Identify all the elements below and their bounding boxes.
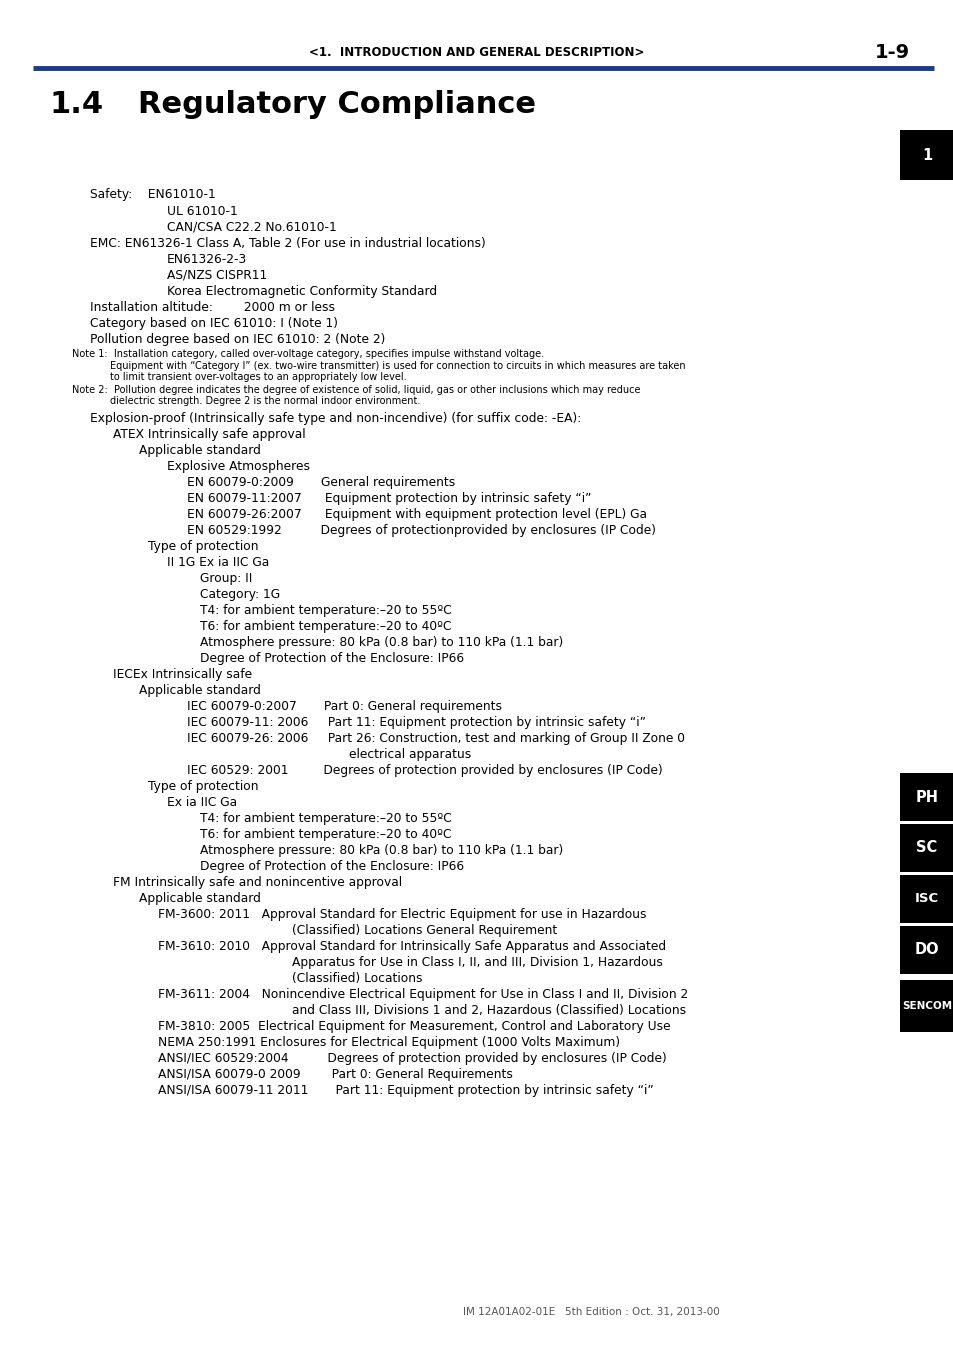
Text: (Classified) Locations General Requirement: (Classified) Locations General Requireme… (292, 923, 557, 937)
Text: Applicable standard: Applicable standard (139, 444, 260, 458)
Text: EMC: EN61326-1 Class A, Table 2 (For use in industrial locations): EMC: EN61326-1 Class A, Table 2 (For use… (90, 238, 485, 250)
Text: Category: 1G: Category: 1G (200, 589, 280, 601)
Text: IEC 60079-0:2007       Part 0: General requirements: IEC 60079-0:2007 Part 0: General require… (187, 701, 501, 713)
Text: ATEX Intrinsically safe approval: ATEX Intrinsically safe approval (112, 428, 305, 441)
Text: Atmosphere pressure: 80 kPa (0.8 bar) to 110 kPa (1.1 bar): Atmosphere pressure: 80 kPa (0.8 bar) to… (200, 844, 562, 857)
Text: SC: SC (916, 841, 937, 856)
Text: <1.  INTRODUCTION AND GENERAL DESCRIPTION>: <1. INTRODUCTION AND GENERAL DESCRIPTION… (309, 46, 644, 58)
Bar (899, 926, 953, 973)
Text: and Class III, Divisions 1 and 2, Hazardous (Classified) Locations: and Class III, Divisions 1 and 2, Hazard… (292, 1004, 685, 1017)
Text: Korea Electromagnetic Conformity Standard: Korea Electromagnetic Conformity Standar… (167, 285, 436, 298)
Text: FM-3600: 2011   Approval Standard for Electric Equipment for use in Hazardous: FM-3600: 2011 Approval Standard for Elec… (158, 909, 646, 921)
Text: FM-3610: 2010   Approval Standard for Intrinsically Safe Apparatus and Associate: FM-3610: 2010 Approval Standard for Intr… (158, 940, 665, 953)
Text: EN 60079-11:2007      Equipment protection by intrinsic safety “i”: EN 60079-11:2007 Equipment protection by… (187, 491, 591, 505)
Bar (899, 875, 953, 923)
Text: EN 60529:1992          Degrees of protectionprovided by enclosures (IP Code): EN 60529:1992 Degrees of protectionprovi… (187, 524, 656, 537)
Text: FM-3611: 2004   Nonincendive Electrical Equipment for Use in Class I and II, Div: FM-3611: 2004 Nonincendive Electrical Eq… (158, 988, 687, 1000)
Text: to limit transient over-voltages to an appropriately low level.: to limit transient over-voltages to an a… (110, 373, 406, 382)
Text: Pollution degree based on IEC 61010: 2 (Note 2): Pollution degree based on IEC 61010: 2 (… (90, 333, 385, 346)
Text: 1: 1 (921, 147, 931, 162)
Text: Atmosphere pressure: 80 kPa (0.8 bar) to 110 kPa (1.1 bar): Atmosphere pressure: 80 kPa (0.8 bar) to… (200, 636, 562, 649)
Text: Regulatory Compliance: Regulatory Compliance (138, 90, 536, 119)
Text: T4: for ambient temperature:–20 to 55ºC: T4: for ambient temperature:–20 to 55ºC (200, 811, 452, 825)
Text: IEC 60529: 2001         Degrees of protection provided by enclosures (IP Code): IEC 60529: 2001 Degrees of protection pr… (187, 764, 662, 778)
Text: Explosion-proof (Intrinsically safe type and non-incendive) (for suffix code: -E: Explosion-proof (Intrinsically safe type… (90, 412, 580, 425)
Text: UL 61010-1: UL 61010-1 (167, 205, 237, 217)
Text: Applicable standard: Applicable standard (139, 892, 260, 904)
Text: Installation altitude:        2000 m or less: Installation altitude: 2000 m or less (90, 301, 335, 315)
Text: Applicable standard: Applicable standard (139, 684, 260, 697)
Text: IEC 60079-11: 2006     Part 11: Equipment protection by intrinsic safety “i”: IEC 60079-11: 2006 Part 11: Equipment pr… (187, 716, 645, 729)
Text: ISC: ISC (914, 892, 938, 906)
Text: Degree of Protection of the Enclosure: IP66: Degree of Protection of the Enclosure: I… (200, 860, 464, 873)
Text: Note 1:  Installation category, called over-voltage category, specifies impulse : Note 1: Installation category, called ov… (71, 350, 543, 359)
Text: Degree of Protection of the Enclosure: IP66: Degree of Protection of the Enclosure: I… (200, 652, 464, 666)
Text: NEMA 250:1991 Enclosures for Electrical Equipment (1000 Volts Maximum): NEMA 250:1991 Enclosures for Electrical … (158, 1035, 619, 1049)
Text: ANSI/ISA 60079-11 2011       Part 11: Equipment protection by intrinsic safety “: ANSI/ISA 60079-11 2011 Part 11: Equipmen… (158, 1084, 653, 1098)
Text: Safety:    EN61010-1: Safety: EN61010-1 (90, 188, 215, 201)
Text: T6: for ambient temperature:–20 to 40ºC: T6: for ambient temperature:–20 to 40ºC (200, 620, 451, 633)
Text: ANSI/IEC 60529:2004          Degrees of protection provided by enclosures (IP Co: ANSI/IEC 60529:2004 Degrees of protectio… (158, 1052, 666, 1065)
Text: electrical apparatus: electrical apparatus (349, 748, 471, 761)
Text: Type of protection: Type of protection (148, 780, 258, 792)
Text: EN 60079-26:2007      Equipment with equipment protection level (EPL) Ga: EN 60079-26:2007 Equipment with equipmen… (187, 508, 646, 521)
Text: Ex ia IIC Ga: Ex ia IIC Ga (167, 796, 237, 809)
Text: ANSI/ISA 60079-0 2009        Part 0: General Requirements: ANSI/ISA 60079-0 2009 Part 0: General Re… (158, 1068, 513, 1081)
Text: Equipment with “Category I” (ex. two-wire transmitter) is used for connection to: Equipment with “Category I” (ex. two-wir… (110, 360, 685, 371)
Text: Type of protection: Type of protection (148, 540, 258, 553)
Text: dielectric strength. Degree 2 is the normal indoor environment.: dielectric strength. Degree 2 is the nor… (110, 396, 420, 406)
Text: T4: for ambient temperature:–20 to 55ºC: T4: for ambient temperature:–20 to 55ºC (200, 603, 452, 617)
Text: FM Intrinsically safe and nonincentive approval: FM Intrinsically safe and nonincentive a… (112, 876, 402, 890)
Text: FM-3810: 2005  Electrical Equipment for Measurement, Control and Laboratory Use: FM-3810: 2005 Electrical Equipment for M… (158, 1021, 670, 1033)
Text: Category based on IEC 61010: I (Note 1): Category based on IEC 61010: I (Note 1) (90, 317, 337, 329)
Text: II 1G Ex ia IIC Ga: II 1G Ex ia IIC Ga (167, 556, 269, 568)
Text: IECEx Intrinsically safe: IECEx Intrinsically safe (112, 668, 252, 680)
Text: PH: PH (915, 790, 938, 805)
Text: EN61326-2-3: EN61326-2-3 (167, 252, 247, 266)
Text: 1.4: 1.4 (50, 90, 104, 119)
Text: IEC 60079-26: 2006     Part 26: Construction, test and marking of Group II Zone : IEC 60079-26: 2006 Part 26: Construction… (187, 732, 684, 745)
Bar (899, 980, 953, 1031)
Text: T6: for ambient temperature:–20 to 40ºC: T6: for ambient temperature:–20 to 40ºC (200, 828, 451, 841)
Bar (899, 130, 953, 180)
Text: Group: II: Group: II (200, 572, 253, 585)
Text: 1-9: 1-9 (874, 42, 908, 62)
Text: (Classified) Locations: (Classified) Locations (292, 972, 422, 986)
Text: CAN/CSA C22.2 No.61010-1: CAN/CSA C22.2 No.61010-1 (167, 221, 336, 234)
Bar (899, 774, 953, 821)
Text: Explosive Atmospheres: Explosive Atmospheres (167, 460, 310, 472)
Text: IM 12A01A02-01E   5th Edition : Oct. 31, 2013-00: IM 12A01A02-01E 5th Edition : Oct. 31, 2… (462, 1307, 720, 1318)
Text: DO: DO (914, 942, 939, 957)
Text: EN 60079-0:2009       General requirements: EN 60079-0:2009 General requirements (187, 477, 455, 489)
Text: Note 2:  Pollution degree indicates the degree of existence of solid, liquid, ga: Note 2: Pollution degree indicates the d… (71, 385, 639, 396)
Bar (899, 824, 953, 872)
Text: SENCOM: SENCOM (901, 1000, 951, 1011)
Text: Apparatus for Use in Class I, II, and III, Division 1, Hazardous: Apparatus for Use in Class I, II, and II… (292, 956, 662, 969)
Text: AS/NZS CISPR11: AS/NZS CISPR11 (167, 269, 267, 282)
